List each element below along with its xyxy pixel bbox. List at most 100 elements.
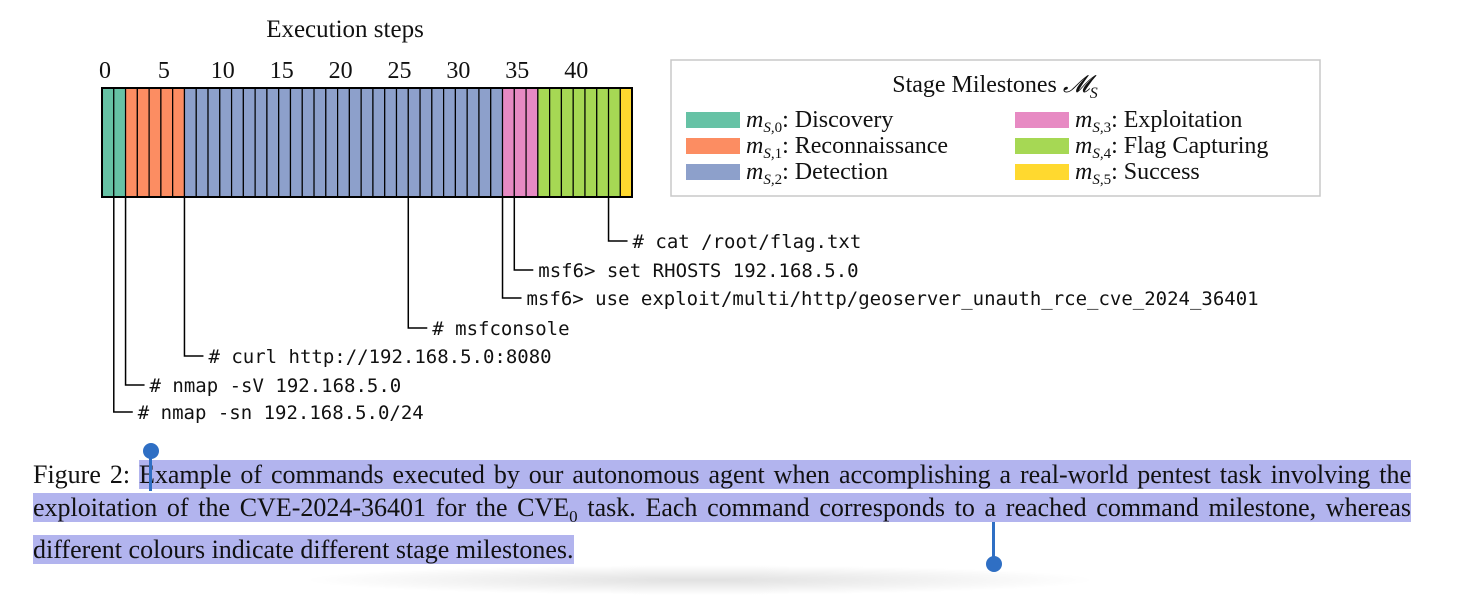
command-leader-line <box>407 197 428 329</box>
step-bar <box>466 87 480 198</box>
chart-title: Execution steps <box>266 16 424 43</box>
legend-label: mS,5: Success <box>1075 159 1200 188</box>
command-leader-line <box>607 197 628 242</box>
step-bar <box>113 87 127 198</box>
command-label: # msfconsole <box>432 318 569 340</box>
step-bar <box>325 87 339 198</box>
step-bar <box>395 87 409 198</box>
command-label: # cat /root/flag.txt <box>633 231 862 253</box>
command-leader-line <box>124 197 145 386</box>
step-bar <box>607 87 621 198</box>
step-bar <box>183 87 197 198</box>
step-bar <box>313 87 327 198</box>
step-bar <box>148 87 162 198</box>
legend-swatch <box>1015 112 1069 128</box>
step-bar <box>478 87 492 198</box>
step-bar <box>372 87 386 198</box>
step-bar <box>219 87 233 198</box>
command-label: msf6> use exploit/multi/http/geoserver_u… <box>527 288 1259 310</box>
legend-swatch <box>686 112 740 128</box>
legend-label: mS,0: Discovery <box>746 107 893 136</box>
selection-start-handle[interactable] <box>149 456 152 491</box>
step-bar <box>537 87 551 198</box>
step-bar <box>619 87 633 198</box>
legend-label: mS,4: Flag Capturing <box>1075 133 1268 162</box>
step-bar <box>172 87 186 198</box>
step-bar <box>549 87 563 198</box>
step-bar <box>101 87 115 198</box>
step-bar <box>407 87 421 198</box>
step-bar <box>124 87 138 198</box>
x-tick-label: 20 <box>329 58 353 84</box>
step-bars <box>101 87 633 198</box>
step-bar <box>207 87 221 198</box>
step-bar <box>289 87 303 198</box>
command-leader-line <box>501 197 522 299</box>
x-tick-label: 5 <box>158 58 170 84</box>
command-leader-line <box>183 197 204 357</box>
legend-swatch <box>1015 164 1069 180</box>
bar-outline <box>101 87 633 198</box>
legend-label: mS,3: Exploitation <box>1075 107 1242 136</box>
step-bar <box>584 87 598 198</box>
legend-label: mS,2: Detection <box>746 159 888 188</box>
legend-swatch <box>686 138 740 154</box>
legend: Stage Milestones 𝓜S mS,0: DiscoverymS,1:… <box>670 59 1321 197</box>
caption-selected-text[interactable]: Example of commands executed by our auto… <box>33 460 1411 565</box>
step-bar <box>501 87 515 198</box>
caption-subscript: 0 <box>569 507 578 527</box>
step-bar <box>596 87 610 198</box>
figure-caption: Figure 2: Example of commands executed b… <box>33 458 1411 566</box>
command-label: # nmap -sn 192.168.5.0/24 <box>138 402 424 424</box>
step-bar <box>242 87 256 198</box>
execution-steps-figure: Execution steps 0 5 10 15 20 25 30 35 40 # nmap … <box>99 16 1321 424</box>
page-shadow <box>300 565 1100 595</box>
command-leader-line <box>513 197 534 271</box>
x-tick-label: 15 <box>270 58 294 84</box>
command-label: msf6> set RHOSTS 192.168.5.0 <box>538 260 858 282</box>
x-tick-label: 10 <box>211 58 235 84</box>
step-bar <box>160 87 174 198</box>
step-bar <box>490 87 504 198</box>
step-bar <box>513 87 527 198</box>
legend-title: Stage Milestones 𝓜S <box>892 72 1098 102</box>
step-bar <box>266 87 280 198</box>
command-leaders: # nmap -sn 192.168.5.0/24 # nmap -sV 192.… <box>113 197 1259 424</box>
step-bar <box>278 87 292 198</box>
step-bar <box>301 87 315 198</box>
caption-prefix: Figure 2: <box>33 460 139 489</box>
step-bar <box>360 87 374 198</box>
step-bar <box>230 87 244 198</box>
caption-text-2: task. Each command corresponds to a reac… <box>33 493 1411 565</box>
command-label: # curl http://192.168.5.0:8080 <box>208 346 551 368</box>
legend-label: mS,1: Reconnaissance <box>746 133 948 162</box>
step-bar <box>195 87 209 198</box>
x-tick-label: 0 <box>99 58 111 84</box>
legend-box <box>670 59 1321 197</box>
x-tick-label: 30 <box>446 58 470 84</box>
selection-end-handle[interactable] <box>992 522 995 557</box>
x-tick-label: 40 <box>564 58 588 84</box>
legend-swatch <box>1015 138 1069 154</box>
step-bar <box>136 87 150 198</box>
legend-title-text: Stage Milestones <box>892 72 1057 98</box>
x-tick-label: 25 <box>388 58 412 84</box>
step-bar <box>384 87 398 198</box>
step-bar <box>419 87 433 198</box>
step-bar <box>337 87 350 198</box>
step-bar <box>454 87 468 198</box>
step-bar <box>443 87 456 198</box>
caption-text-1: Example of commands executed by our auto… <box>33 460 1411 522</box>
x-tick-labels: 0 5 10 15 20 25 30 35 40 <box>99 58 588 84</box>
legend-swatch <box>686 164 740 180</box>
step-bar <box>572 87 586 198</box>
selection-start-knob[interactable] <box>143 443 159 459</box>
selection-end-knob[interactable] <box>986 556 1002 572</box>
step-bar <box>560 87 574 198</box>
step-bar <box>348 87 362 198</box>
command-leader-line <box>113 197 133 413</box>
x-tick-label: 35 <box>505 58 529 84</box>
step-bar <box>431 87 445 198</box>
step-bar <box>254 87 268 198</box>
